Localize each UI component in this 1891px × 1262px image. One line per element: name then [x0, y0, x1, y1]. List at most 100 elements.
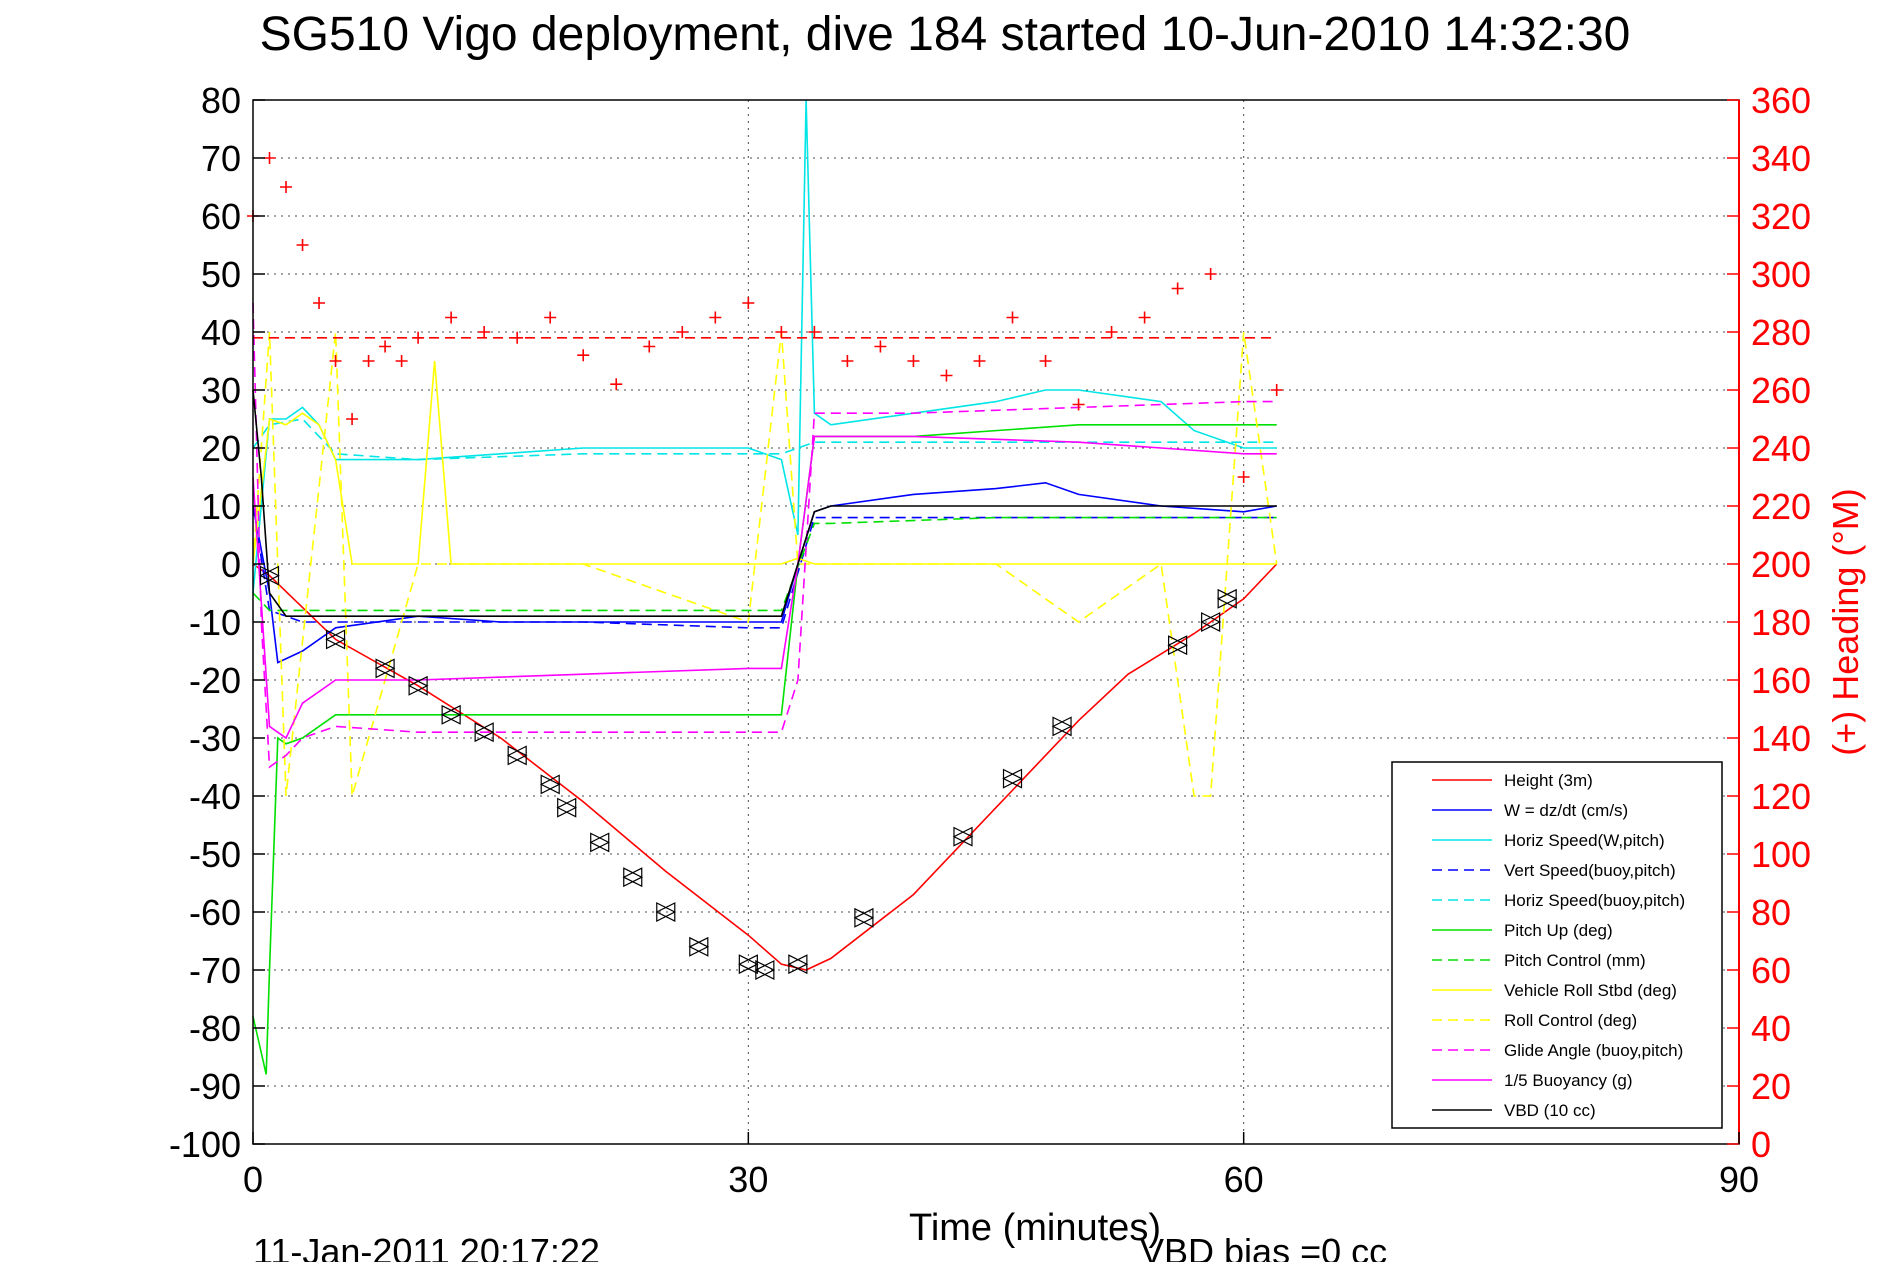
right-tick-label: 100: [1751, 834, 1811, 875]
legend-label: Vehicle Roll Stbd (deg): [1504, 981, 1677, 1000]
y-tick-label: -30: [189, 718, 241, 759]
heading-point: [1006, 311, 1019, 324]
legend-label: VBD (10 cc): [1504, 1101, 1596, 1120]
y-tick-label: -90: [189, 1066, 241, 1107]
heading-point: [808, 326, 821, 338]
right-tick-label: 260: [1751, 370, 1811, 411]
right-tick-label: 140: [1751, 718, 1811, 759]
heading-point: [577, 349, 590, 362]
series-height-3m: [252, 563, 1278, 971]
y-tick-label: -70: [189, 950, 241, 991]
depth-triangle-marker: [787, 954, 809, 975]
depth-triangle-marker: [589, 832, 611, 853]
heading-point: [775, 326, 788, 338]
series-roll-control-deg: [252, 331, 1278, 797]
vbd-bias-label: VBD bias =0 cc: [1140, 1231, 1387, 1262]
markers-layer: [247, 152, 1283, 980]
series-pitch-control-mm: [252, 516, 1277, 612]
y-tick-label: -10: [189, 602, 241, 643]
depth-triangle-marker: [374, 658, 396, 679]
heading-point: [1039, 355, 1052, 367]
y-tick-label: 70: [201, 138, 241, 179]
y-tick-label: -40: [189, 776, 241, 817]
y-tick-label: 30: [201, 370, 241, 411]
series-1-5-buoyancy-g: [252, 435, 1277, 740]
heading-point: [445, 311, 458, 324]
heading-point: [643, 340, 656, 353]
right-tick-label: 180: [1751, 602, 1811, 643]
heading-point: [511, 331, 524, 344]
series-w-dz-dt-cm-s: [252, 481, 1277, 664]
legend-label: Height (3m): [1504, 771, 1593, 790]
series-vert-speed-buoy-pitch: [252, 505, 1277, 629]
y-tick-label: 40: [201, 312, 241, 353]
depth-triangle-marker: [440, 704, 462, 725]
depth-triangle-marker: [1002, 768, 1023, 789]
depth-triangle-marker: [506, 745, 528, 766]
y-tick-label: 10: [201, 486, 241, 527]
heading-point: [1204, 268, 1217, 280]
depth-triangle-marker: [688, 936, 710, 957]
series-vehicle-roll-stbd-deg: [252, 360, 1277, 565]
heading-point: [1105, 326, 1118, 338]
depth-triangle-marker: [1216, 588, 1238, 609]
legend-label: Vert Speed(buoy,pitch): [1504, 861, 1676, 880]
y-tick-label: 0: [221, 544, 241, 585]
series-vbd-10-cc: [252, 389, 1277, 618]
heading-point: [346, 413, 359, 425]
heading-point: [973, 355, 986, 367]
heading-point: [742, 297, 755, 309]
legend: Height (3m) W = dz/dt (cm/s) Horiz Speed(W…: [1391, 761, 1723, 1129]
right-tick-label: 0: [1751, 1124, 1771, 1165]
right-tick-label: 320: [1751, 196, 1811, 237]
right-tick-label: 20: [1751, 1066, 1791, 1107]
left-axis: 80 70 60 50 40 30 20 10 0 -10 -20 -30 -40 -50 -60 -70 -8…: [169, 80, 265, 1165]
series-layer: [252, 99, 1278, 1075]
series-horiz-speed-w-pitch: [252, 99, 1277, 594]
y-tick-label: -50: [189, 834, 241, 875]
x-tick-label: 30: [728, 1159, 768, 1200]
x-axis: 0 30 60 90: [243, 1132, 1759, 1200]
right-tick-label: 160: [1751, 660, 1811, 701]
heading-point: [1072, 398, 1085, 411]
heading-point: [940, 369, 953, 382]
depth-triangle-marker: [1167, 635, 1188, 656]
right-tick-label: 120: [1751, 776, 1811, 817]
heading-point: [709, 311, 722, 324]
depth-triangle-marker: [622, 867, 644, 888]
footer-timestamp: 11-Jan-2011 20:17:22: [253, 1231, 600, 1262]
series-glide-angle-buoy-pitch: [252, 302, 1277, 769]
depth-triangle-marker: [754, 960, 776, 980]
heading-point: [1138, 311, 1151, 324]
heading-point: [296, 239, 309, 251]
heading-point: [1171, 282, 1184, 295]
heading-point: [907, 355, 920, 367]
depth-triangle-marker: [259, 565, 280, 586]
depth-triangle-marker: [473, 722, 495, 743]
heading-point: [313, 297, 326, 309]
chart-title: SG510 Vigo deployment, dive 184 started …: [260, 8, 1631, 61]
right-tick-label: 80: [1751, 892, 1791, 933]
x-axis-label: Time (minutes): [909, 1207, 1161, 1249]
right-axis-label: (+) Heading (°M): [1825, 488, 1866, 755]
series-pitch-up-deg: [252, 423, 1277, 1075]
x-tick-label: 0: [243, 1159, 263, 1200]
heading-point: [874, 340, 887, 353]
y-tick-label: -60: [189, 892, 241, 933]
heading-point: [478, 326, 491, 338]
y-tick-label: -100: [169, 1124, 241, 1165]
heading-point: [379, 340, 392, 353]
heading-point: [610, 378, 623, 391]
heading-point: [676, 326, 689, 338]
depth-triangle-marker: [556, 797, 578, 818]
legend-box: [1391, 761, 1723, 1129]
right-tick-label: 340: [1751, 138, 1811, 179]
heading-point: [263, 152, 276, 164]
legend-label: Pitch Control (mm): [1504, 951, 1646, 970]
right-tick-label: 280: [1751, 312, 1811, 353]
depth-triangle-marker: [1200, 612, 1221, 632]
right-tick-label: 300: [1751, 254, 1811, 295]
right-tick-label: 40: [1751, 1008, 1791, 1049]
right-tick-label: 200: [1751, 544, 1811, 585]
